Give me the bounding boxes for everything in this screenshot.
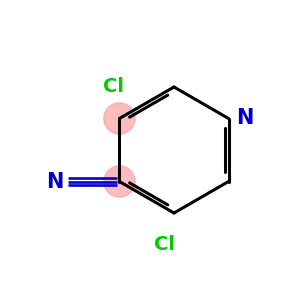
Circle shape [104, 103, 135, 134]
Text: N: N [236, 109, 254, 128]
Text: Cl: Cl [154, 236, 176, 254]
Text: N: N [46, 172, 64, 191]
Text: Cl: Cl [103, 77, 124, 96]
Circle shape [104, 166, 135, 197]
